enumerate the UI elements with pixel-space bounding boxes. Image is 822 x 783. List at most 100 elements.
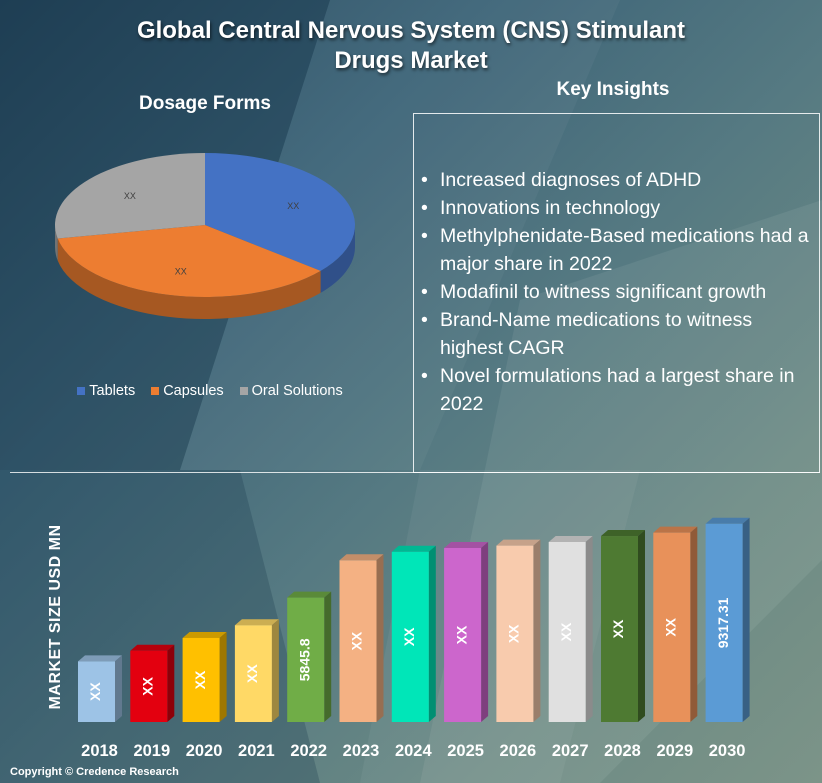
insight-item: Methylphenidate-Based medications had a … xyxy=(417,222,817,278)
key-insights-title: Key Insights xyxy=(556,79,670,100)
pie-legend: Tablets Capsules Oral Solutions xyxy=(40,383,380,399)
bar-2019 xyxy=(130,650,168,722)
bar-data-label: XX xyxy=(610,619,626,638)
bar-data-label: XX xyxy=(349,631,365,650)
bar-data-label: XX xyxy=(244,664,260,683)
legend-item-capsules: Capsules xyxy=(151,383,224,399)
bar-data-label: 9317.31 xyxy=(715,597,731,648)
insight-item: Innovations in technology xyxy=(417,194,817,222)
legend-swatch xyxy=(239,387,248,395)
bar-top xyxy=(705,517,750,524)
bar-data-label: XX xyxy=(140,676,156,695)
bar-top xyxy=(287,591,332,598)
x-tick-label: 2025 xyxy=(447,742,484,760)
bar-top xyxy=(339,554,384,561)
bar-2020 xyxy=(182,637,220,722)
x-tick-label: 2023 xyxy=(343,742,380,760)
bar-top xyxy=(130,644,175,651)
legend-label: Capsules xyxy=(163,383,224,399)
bar-top xyxy=(548,536,593,542)
pie-slice-side xyxy=(57,238,321,320)
bar-side xyxy=(376,554,384,722)
bar-2025 xyxy=(444,547,482,722)
bar-data-label: XX xyxy=(192,670,208,689)
bar-side xyxy=(219,631,227,722)
insight-item: Novel formulations had a largest share i… xyxy=(417,362,817,418)
bar-data-label: XX xyxy=(506,624,522,643)
bar-data-label: XX xyxy=(558,622,574,641)
bar-side xyxy=(428,545,436,722)
bar-2029 xyxy=(653,532,691,722)
legend-swatch xyxy=(77,387,86,395)
bar-2024 xyxy=(391,551,429,722)
bar-top xyxy=(653,526,698,533)
bar-2021 xyxy=(234,625,272,722)
copyright-text: Copyright © Credence Research xyxy=(10,766,179,778)
x-tick-label: 2019 xyxy=(133,742,170,760)
legend-item-tablets: Tablets xyxy=(77,383,135,399)
bar-side xyxy=(585,536,593,722)
title-line-2: Drugs Market xyxy=(334,47,488,74)
bar-2030 xyxy=(705,523,743,722)
bar-side xyxy=(690,526,698,722)
bar-top xyxy=(234,619,279,626)
bar-side xyxy=(167,644,175,722)
bar-data-label: 5845.8 xyxy=(296,638,312,681)
insight-item: Increased diagnoses of ADHD xyxy=(417,166,817,194)
pie-slice-side xyxy=(320,225,355,293)
bar-2022 xyxy=(287,597,325,722)
insight-item: Brand-Name medications to witness highes… xyxy=(417,306,817,362)
bar-2018 xyxy=(78,661,115,722)
market-size-bar-chart: XX 2018 XX 2019 XX 2020 XX 2021 5845.8 2022 XX 2023… xyxy=(78,517,750,760)
insight-item: Modafinil to witness significant growth xyxy=(417,278,817,306)
x-tick-label: 2030 xyxy=(709,742,746,760)
bar-data-label: XX xyxy=(401,627,417,646)
pie-slice-side xyxy=(55,225,58,261)
x-tick-label: 2022 xyxy=(290,742,327,760)
section-divider xyxy=(10,472,820,473)
bar-side xyxy=(533,539,541,722)
bar-top xyxy=(78,655,122,662)
pie-slice-capsules xyxy=(57,225,321,297)
legend-swatch xyxy=(151,387,160,395)
title-line-1: Global Central Nervous System (CNS) Stim… xyxy=(136,17,686,44)
pie-data-label: XX xyxy=(287,201,299,211)
bar-side xyxy=(638,530,645,722)
bar-2023 xyxy=(339,560,377,722)
x-tick-label: 2020 xyxy=(186,742,223,760)
bar-side xyxy=(481,541,489,722)
pie-slice-tablets xyxy=(205,153,356,271)
x-tick-label: 2027 xyxy=(552,742,589,760)
y-axis-label: MARKET SIZE USD MN xyxy=(47,524,64,710)
legend-label: Tablets xyxy=(89,383,136,399)
dosage-forms-pie-chart: XX XX XX xyxy=(54,153,356,320)
bar-data-label: XX xyxy=(87,682,103,701)
pie-data-label: XX xyxy=(124,191,136,201)
bar-top xyxy=(391,545,436,552)
x-tick-label: 2024 xyxy=(395,742,433,760)
bar-top xyxy=(182,631,227,638)
x-tick-label: 2029 xyxy=(656,742,693,760)
x-tick-label: 2026 xyxy=(500,742,537,760)
bar-top xyxy=(444,541,489,548)
x-tick-label: 2028 xyxy=(604,742,641,760)
dosage-forms-title: Dosage Forms xyxy=(139,93,271,114)
x-tick-label: 2018 xyxy=(81,742,118,760)
legend-label: Oral Solutions xyxy=(251,383,343,399)
x-tick-label: 2021 xyxy=(238,742,275,760)
bar-side xyxy=(271,619,279,722)
bar-side xyxy=(324,591,332,722)
bar-side xyxy=(115,655,122,722)
bar-2028 xyxy=(601,536,638,722)
bar-data-label: XX xyxy=(453,625,469,644)
bar-side xyxy=(742,517,750,722)
bar-data-label: XX xyxy=(663,617,679,636)
pie-data-label: XX xyxy=(175,266,187,276)
bar-top xyxy=(496,539,541,546)
pie-slice-oral-solutions xyxy=(54,153,205,239)
bar-2026 xyxy=(496,545,534,722)
legend-item-oral-solutions: Oral Solutions xyxy=(239,383,343,399)
bar-top xyxy=(601,530,645,537)
bar-2027 xyxy=(548,542,586,722)
key-insights-list: Increased diagnoses of ADHD Innovations … xyxy=(417,166,817,418)
